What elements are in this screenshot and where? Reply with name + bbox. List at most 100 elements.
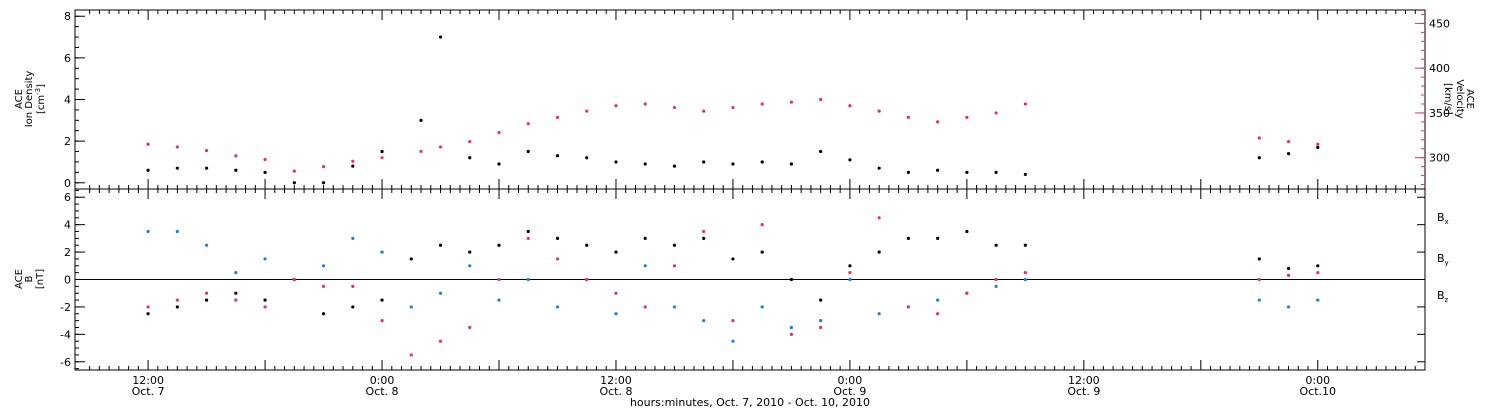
data-point-series-3	[1286, 139, 1291, 144]
data-point-bz	[468, 325, 472, 330]
plasma-data-points	[146, 35, 1320, 185]
data-point-bz	[234, 298, 238, 302]
data-point-by	[760, 305, 764, 309]
time-axis-label: hours:minutes, Oct. 7, 2010 - Oct. 10, 2…	[630, 396, 870, 409]
data-point-bx	[789, 277, 794, 282]
data-point-series-1	[204, 148, 209, 153]
data-point-by	[380, 250, 384, 254]
date-tick-label: Oct. 8	[599, 385, 632, 398]
data-point-series-1	[263, 157, 267, 162]
data-point-bx	[380, 298, 384, 302]
data-point-series-0	[965, 170, 969, 174]
data-point-series-0	[146, 168, 150, 172]
velocity-axis: 300 350 400 450	[1415, 13, 1450, 186]
data-point-by	[731, 339, 735, 343]
velocity-tick-label: 300	[1429, 152, 1450, 165]
data-point-series-1	[965, 115, 969, 119]
data-point-bx	[585, 243, 589, 247]
data-point-bx	[1286, 266, 1291, 271]
data-point-bx	[175, 305, 179, 309]
data-point-series-1	[643, 102, 647, 106]
data-point-by	[848, 277, 852, 282]
data-point-by	[146, 229, 150, 234]
data-point-by	[994, 284, 998, 288]
data-point-series-0	[702, 160, 706, 164]
data-point-by	[936, 298, 940, 302]
data-point-series-1	[497, 131, 501, 135]
date-tick-label: Oct. 9	[833, 385, 866, 398]
b-axis-title-line2: B	[24, 275, 35, 282]
data-point-bz	[994, 277, 998, 282]
velocity-tick-label: 450	[1429, 17, 1450, 30]
data-point-series-0	[468, 156, 472, 160]
data-point-series-0	[585, 156, 589, 160]
data-point-series-0	[497, 162, 501, 166]
data-point-series-0	[292, 181, 296, 185]
data-point-series-0	[643, 162, 647, 166]
b-axis: -6 -4 -2 0 2 4 6	[60, 189, 85, 370]
time-tick-label: 0:00	[370, 374, 395, 387]
density-tick-label: 4	[64, 94, 71, 107]
data-point-bx	[146, 312, 150, 316]
time-tick-label: 0:00	[838, 374, 863, 387]
data-point-series-0	[204, 166, 209, 170]
data-point-bx	[1316, 264, 1320, 268]
data-point-series-0	[994, 170, 998, 174]
b-tick-label: 6	[64, 191, 71, 204]
density-tick-label: 0	[64, 177, 71, 190]
data-point-series-1	[292, 169, 296, 173]
data-point-series-1	[789, 100, 794, 104]
data-point-bx	[351, 305, 355, 309]
data-point-series-0	[789, 162, 794, 166]
b-axis-title: ACE B [nT]	[14, 269, 46, 289]
data-point-by	[877, 312, 881, 316]
data-point-by	[468, 264, 472, 268]
data-point-by	[819, 319, 823, 323]
magnetic-data-points	[146, 216, 1320, 357]
data-point-bx	[234, 291, 238, 295]
data-point-bx	[555, 236, 560, 240]
data-point-bx	[731, 257, 735, 261]
data-point-bz	[175, 298, 179, 302]
data-point-bx	[614, 250, 618, 254]
data-point-series-1	[438, 145, 443, 149]
data-point-bx	[497, 243, 501, 247]
data-point-by	[789, 325, 794, 330]
data-point-by	[1316, 298, 1320, 302]
data-point-bx	[409, 257, 413, 261]
data-point-by	[175, 229, 179, 234]
data-point-bz	[585, 277, 589, 282]
data-point-bz	[380, 319, 384, 323]
density-axis: 0 2 4 6 8	[64, 10, 85, 190]
data-point-bx	[438, 243, 443, 247]
data-point-bx	[848, 264, 852, 268]
data-point-bx	[965, 229, 969, 234]
data-point-series-1	[731, 105, 735, 110]
legend-bz: Bz	[1437, 289, 1449, 304]
b-axis-right-ticks	[1417, 196, 1425, 363]
data-point-bz	[146, 305, 150, 309]
data-point-bz	[1316, 271, 1320, 275]
data-point-by	[555, 305, 560, 309]
b-tick-label: 2	[64, 246, 71, 259]
data-point-bx	[906, 236, 910, 240]
b-tick-label: -4	[60, 328, 71, 341]
data-point-series-1	[380, 156, 384, 160]
legend-bx: Bx	[1437, 211, 1449, 226]
data-point-bx	[1257, 257, 1261, 261]
data-point-bx	[702, 236, 706, 240]
density-tick-label: 2	[64, 135, 71, 148]
plasma-panel-frame	[74, 9, 1426, 190]
data-point-series-1	[526, 122, 530, 126]
data-point-bx	[994, 243, 998, 247]
data-point-bz	[204, 291, 209, 295]
data-point-bz	[409, 353, 413, 357]
data-point-bz	[263, 305, 267, 309]
data-point-bz	[292, 277, 296, 282]
data-point-series-0	[555, 154, 560, 158]
data-point-series-1	[702, 109, 706, 113]
data-point-series-0	[848, 158, 852, 162]
velocity-tick-label: 350	[1429, 107, 1450, 120]
data-point-bz	[643, 305, 647, 309]
